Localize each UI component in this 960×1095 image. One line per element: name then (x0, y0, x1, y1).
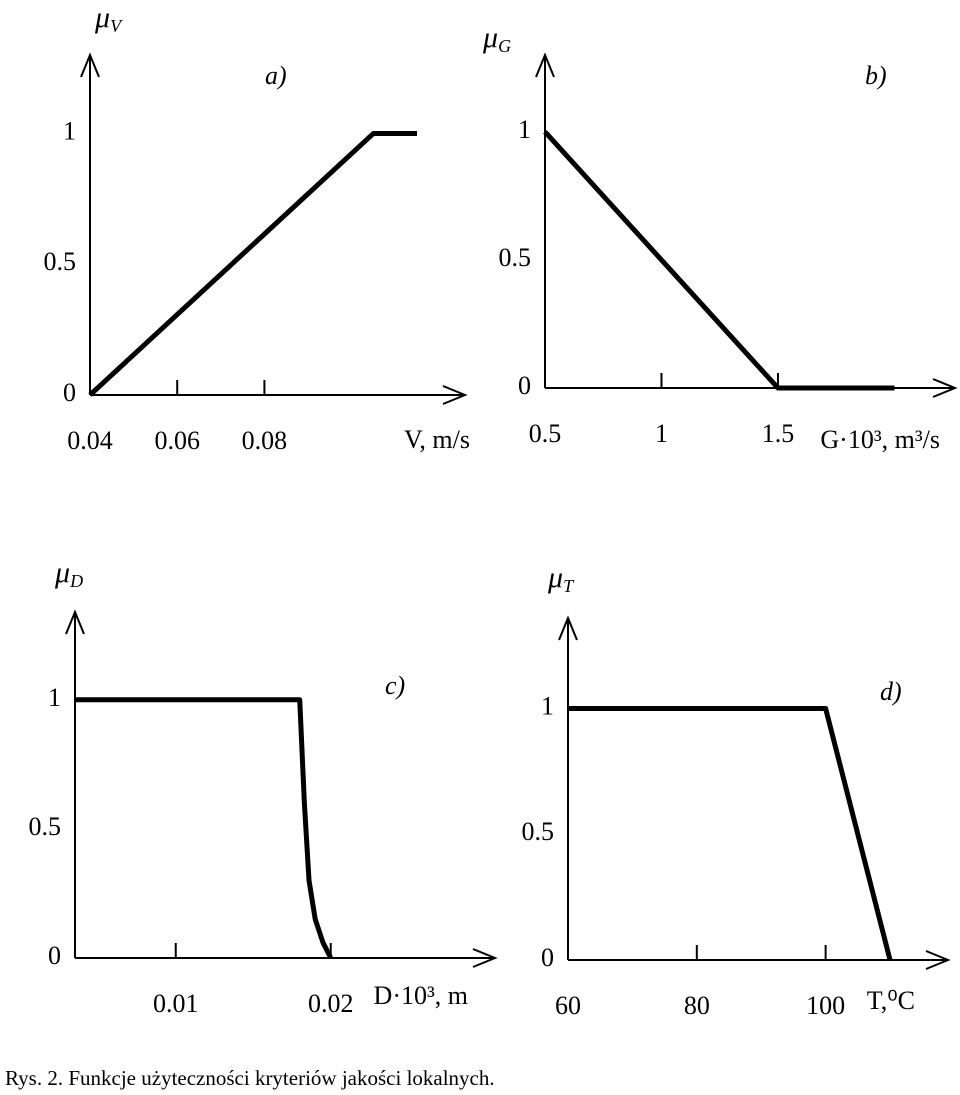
y-tick-label: 1 (63, 116, 76, 145)
y-axis (80, 52, 100, 395)
utility-curve (568, 706, 893, 961)
y-axis (65, 609, 85, 958)
panel-label: c) (385, 671, 405, 700)
y-axis-subscript: T (563, 576, 575, 596)
y-axis-label: μV (94, 1, 123, 36)
y-axis-subscript: V (110, 16, 123, 36)
panel-label: a) (265, 61, 287, 90)
y-axis (558, 615, 578, 960)
y-axis-symbol: μ (547, 561, 563, 594)
x-tick-label: 80 (684, 991, 710, 1020)
x-tick-label: 100 (806, 991, 845, 1020)
x-tick-label: 0.01 (153, 989, 199, 1018)
x-tick-label: 1.5 (762, 419, 795, 448)
y-tick-label: 0.5 (29, 812, 62, 841)
y-tick-label: 0 (48, 941, 61, 970)
y-axis-symbol: μ (94, 1, 110, 34)
x-tick-label: 0.02 (308, 989, 354, 1018)
panel-label: b) (865, 61, 887, 90)
y-tick-label: 1 (48, 683, 61, 712)
x-axis-label: G·10³, m³/s (820, 425, 940, 454)
y-axis-symbol: μ (482, 21, 498, 54)
x-axis (568, 950, 951, 970)
caption: Rys. 2. Funkcje użyteczności kryteriów j… (5, 1066, 495, 1090)
y-tick-label: 0.5 (522, 817, 555, 846)
panel-label: d) (880, 677, 902, 706)
y-axis-subscript: D (69, 571, 83, 591)
y-tick-label: 0 (541, 943, 554, 972)
y-axis-symbol: μ (54, 556, 70, 589)
x-tick-label: 0.06 (154, 426, 200, 455)
y-axis (535, 52, 555, 388)
y-axis-label: μG (482, 21, 511, 56)
x-tick-label: 0.04 (67, 426, 113, 455)
y-tick-label: 0 (63, 378, 76, 407)
utility-curve (75, 697, 333, 960)
x-axis-label: T,⁰C (867, 986, 915, 1015)
utility-curve (543, 130, 895, 391)
y-axis-subscript: G (498, 36, 511, 56)
y-tick-label: 1 (541, 691, 554, 720)
x-axis-label: V, m/s (404, 425, 470, 454)
y-tick-label: 0.5 (499, 243, 532, 272)
y-axis-label: μD (54, 556, 83, 591)
x-tick-label: 0.08 (242, 426, 288, 455)
x-tick-label: 1 (655, 419, 668, 448)
y-tick-label: 0 (518, 371, 531, 400)
y-tick-label: 1 (518, 115, 531, 144)
y-axis-label: μT (547, 561, 575, 596)
utility-curve (88, 130, 418, 397)
y-tick-label: 0.5 (44, 247, 77, 276)
x-axis (90, 385, 468, 405)
x-axis (75, 948, 498, 968)
x-tick-label: 60 (555, 991, 581, 1020)
x-axis-label: D·10³, m (374, 981, 468, 1010)
x-tick-label: 0.5 (529, 419, 562, 448)
